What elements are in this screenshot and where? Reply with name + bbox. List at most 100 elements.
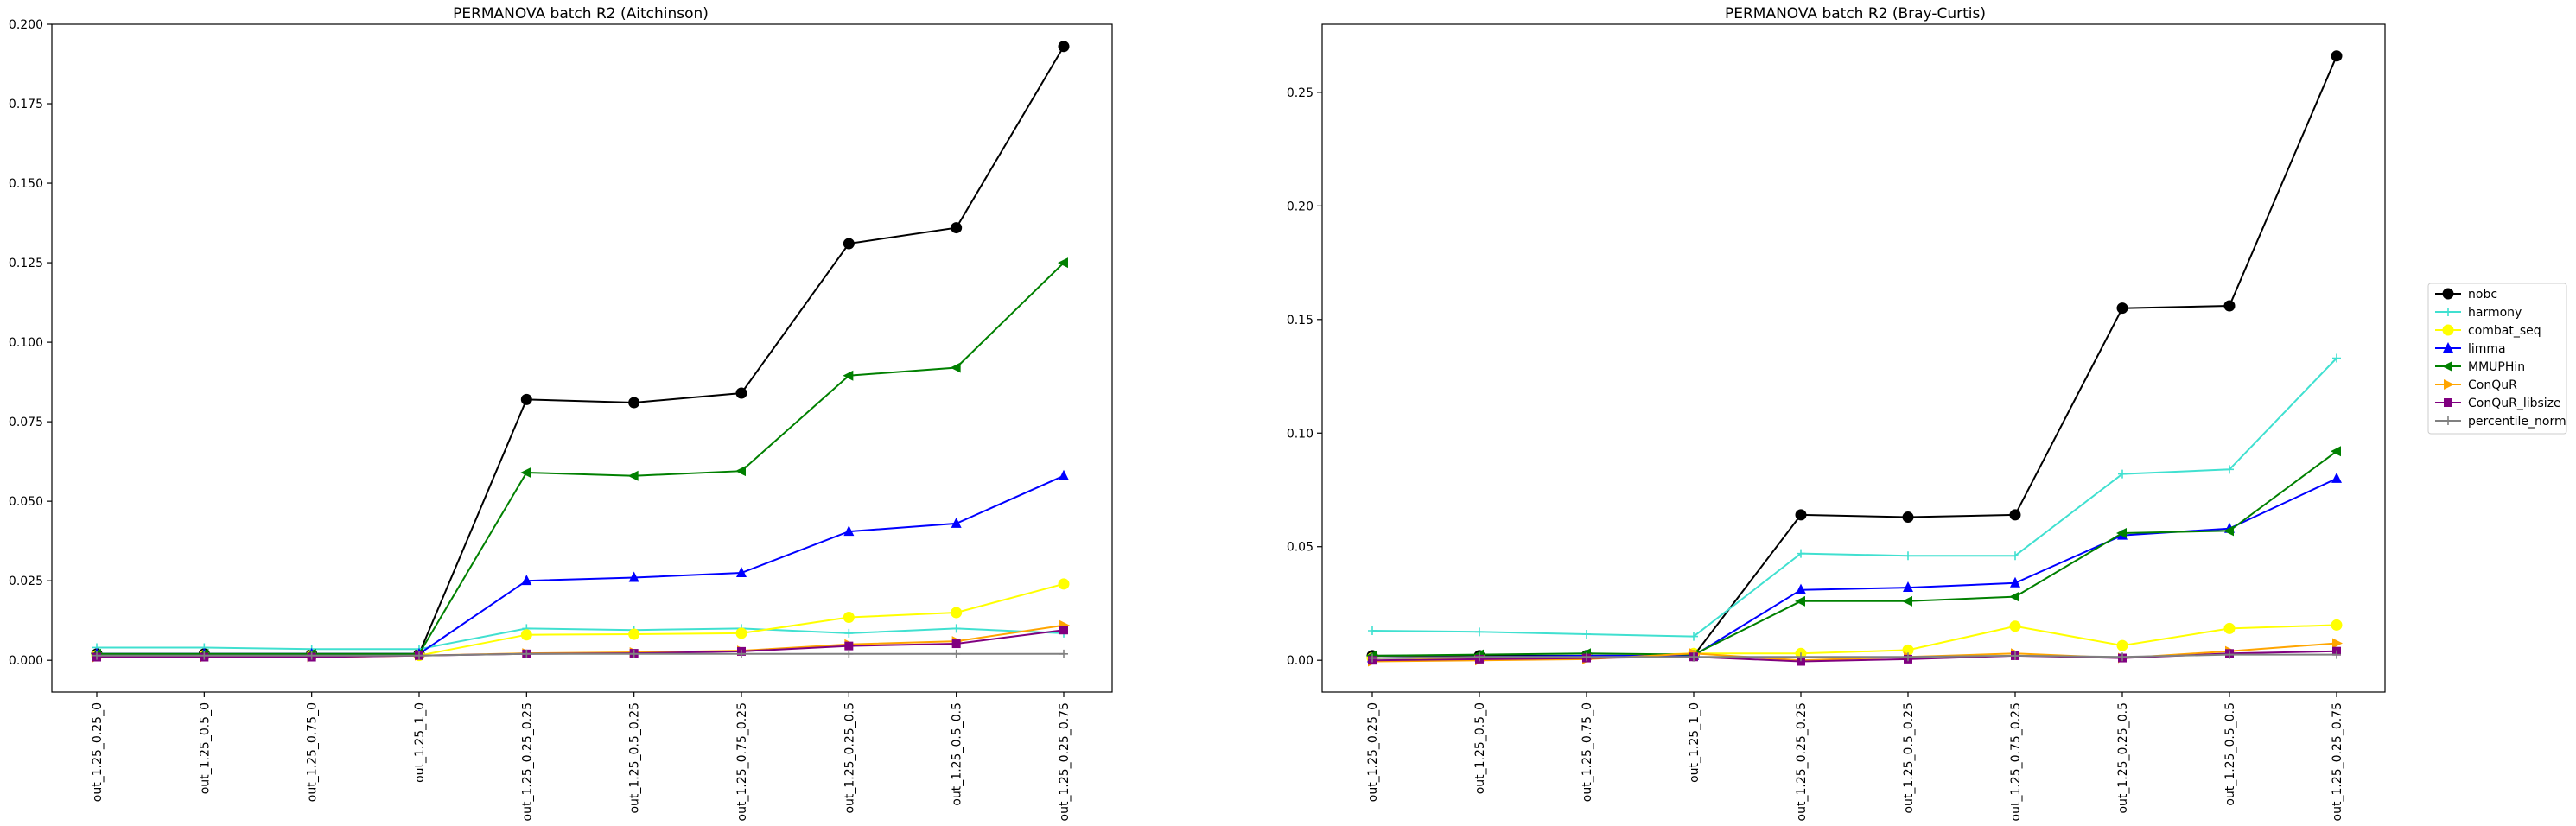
data-point — [92, 651, 101, 660]
legend-label: harmony — [2468, 306, 2522, 320]
legend-label: ConQuR — [2468, 378, 2517, 392]
data-point — [1582, 652, 1591, 662]
legend-entry: limma — [2435, 342, 2506, 356]
legend-box — [2427, 283, 2567, 435]
x-tick-label: out_1.25_0.5_0.5 — [951, 702, 964, 806]
x-tick-label: out_1.25_1_0 — [413, 702, 427, 783]
data-point — [2223, 525, 2234, 537]
series-nobc — [1366, 50, 2343, 662]
data-point — [2116, 302, 2128, 315]
data-point — [1902, 595, 1912, 607]
series-line — [97, 627, 1065, 651]
x-tick-label: out_1.25_0.75_0 — [306, 702, 320, 802]
bray-curtis-chart: PERMANOVA batch R2 (Bray-Curtis) 0.00 0.0… — [1287, 5, 2386, 821]
legend-label: ConQuR_libsize — [2468, 397, 2561, 410]
data-point — [2009, 620, 2021, 632]
data-point — [951, 517, 962, 528]
data-point — [843, 611, 855, 623]
data-point — [951, 639, 961, 649]
data-point — [735, 387, 747, 399]
legend-marker — [2442, 288, 2454, 300]
data-point — [951, 649, 961, 658]
x-tick-label: out_1.25_0.25_0.75 — [2331, 702, 2344, 821]
data-point — [2225, 650, 2234, 659]
data-point — [2118, 469, 2127, 479]
x-tick-label: out_1.25_1_0 — [1688, 702, 1701, 783]
data-point — [521, 575, 532, 586]
x-tick-label: out_1.25_0.5_0.25 — [1902, 702, 1916, 814]
legend-label: combat_seq — [2468, 324, 2541, 338]
data-point — [522, 649, 531, 658]
data-point — [1795, 595, 1805, 607]
x-tick-label: out_1.25_0.75_0.25 — [735, 702, 749, 821]
data-point — [2331, 619, 2343, 631]
data-point — [1368, 653, 1377, 663]
data-point — [1902, 511, 1914, 524]
series-line — [1371, 357, 2337, 638]
data-point — [1797, 657, 1805, 666]
legend-marker — [2442, 361, 2452, 372]
series-nobc — [91, 41, 1070, 660]
data-point — [200, 651, 209, 660]
y-tick-label: 0.175 — [9, 98, 43, 111]
series-line — [1371, 450, 2337, 657]
data-point — [844, 649, 854, 658]
legend-entry: ConQuR_libsize — [2435, 397, 2561, 410]
y-tick-label: 0.200 — [9, 18, 43, 32]
series-harmony — [1368, 353, 2341, 641]
x-tick-label: out_1.25_0.25_0.75 — [1058, 702, 1072, 821]
y-tick-label: 0.10 — [1287, 427, 1313, 441]
y-tick-label: 0.125 — [9, 257, 43, 270]
aitchinson-chart: PERMANOVA batch R2 (Aitchinson) 0.000 0.0… — [9, 5, 1113, 821]
data-point — [2331, 50, 2343, 62]
data-point — [2223, 300, 2236, 312]
series-MMUPHin — [1366, 446, 2341, 661]
x-tick-label: out_1.25_0.5_0.25 — [628, 702, 642, 814]
x-tick-label: out_1.25_0.25_0 — [91, 702, 105, 802]
data-point — [1904, 652, 1912, 662]
y-tick-label: 0.20 — [1287, 200, 1313, 213]
data-point — [843, 525, 855, 537]
data-point — [2225, 465, 2234, 474]
legend-entry: harmony — [2435, 306, 2522, 320]
legend-label: percentile_norm — [2468, 415, 2566, 429]
legend-label: MMUPHin — [2468, 360, 2525, 374]
data-point — [2332, 638, 2343, 649]
legend-marker — [2444, 416, 2452, 425]
data-point — [950, 362, 961, 373]
data-point — [2010, 576, 2020, 588]
data-point — [629, 649, 639, 658]
data-point — [520, 629, 532, 641]
legend-label: nobc — [2468, 288, 2497, 302]
x-tick-label: out_1.25_0.25_0.25 — [520, 702, 534, 821]
legend-marker — [2442, 324, 2454, 336]
legend-entry: nobc — [2435, 288, 2497, 302]
y-tick-label: 0.100 — [9, 336, 43, 350]
data-point — [628, 397, 640, 409]
legend-marker — [2444, 398, 2452, 407]
data-point — [1058, 578, 1070, 590]
data-point — [2009, 509, 2021, 521]
data-point — [951, 607, 963, 619]
data-point — [2118, 652, 2127, 662]
series-line — [97, 652, 1064, 657]
data-point — [1797, 549, 1805, 558]
series-harmony — [92, 624, 1068, 654]
legend-entry: ConQuR — [2435, 378, 2517, 392]
x-tick-label: out_1.25_0.5_0 — [1473, 702, 1487, 794]
data-point — [2332, 650, 2341, 659]
data-point — [1475, 627, 1484, 637]
legend-marker — [2444, 308, 2452, 316]
data-point — [2116, 527, 2127, 538]
data-point — [1368, 626, 1377, 636]
legend-entry: percentile_norm — [2435, 415, 2566, 429]
data-point — [844, 628, 854, 638]
x-tick-label: out_1.25_0.25_0.25 — [1795, 702, 1809, 821]
data-point — [1582, 629, 1591, 639]
data-point — [628, 628, 640, 640]
y-tick-label: 0.00 — [1287, 654, 1313, 668]
data-point — [2332, 353, 2341, 363]
x-tick-label: out_1.25_0.25_0 — [1366, 702, 1380, 802]
chart-title: PERMANOVA batch R2 (Bray-Curtis) — [1725, 5, 1986, 22]
